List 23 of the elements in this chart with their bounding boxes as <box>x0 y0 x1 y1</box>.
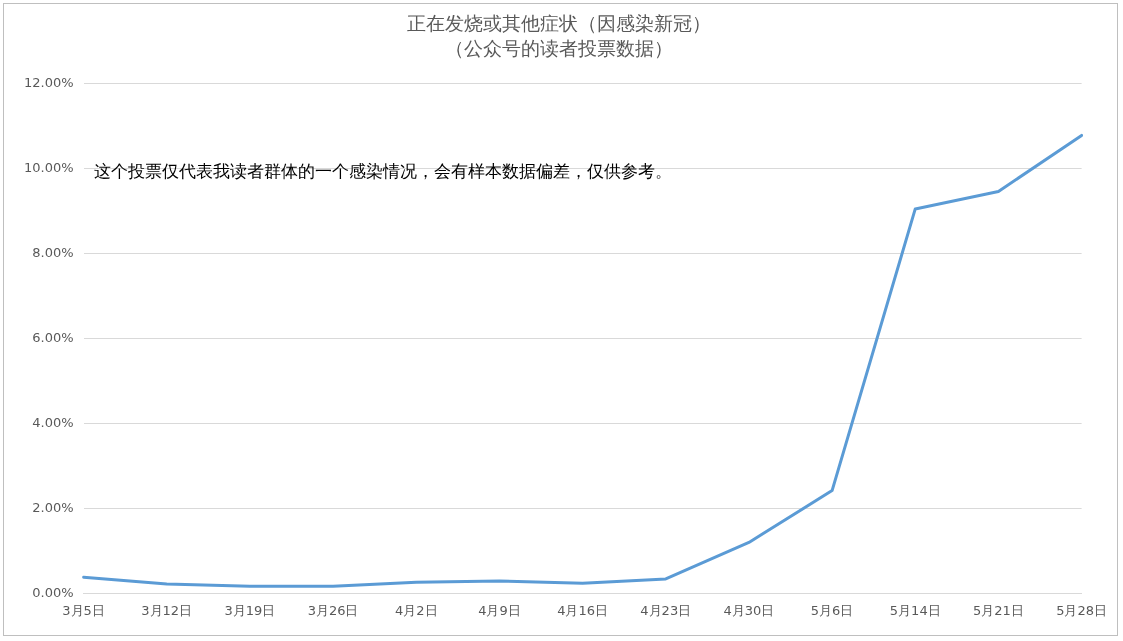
x-tick-label: 4月16日 <box>557 602 608 618</box>
y-tick-label: 0.00% <box>32 584 74 600</box>
x-tick-label: 5月14日 <box>889 602 941 618</box>
x-tick-label: 4月30日 <box>723 602 775 618</box>
y-tick-label: 10.00% <box>23 159 74 175</box>
x-tick-label: 4月2日 <box>394 602 438 618</box>
x-tick-label: 5月21日 <box>973 602 1024 618</box>
y-tick-label: 2.00% <box>32 499 74 515</box>
x-tick-label: 5月6日 <box>810 602 854 618</box>
x-tick-label: 3月12日 <box>141 602 193 618</box>
y-tick-label: 8.00% <box>32 244 74 260</box>
x-tick-label: 4月23日 <box>640 602 692 618</box>
y-tick-label: 6.00% <box>32 329 74 345</box>
x-tick-label: 3月5日 <box>62 602 105 618</box>
chart-title: 正在发烧或其他症状（因感染新冠） <box>406 12 711 35</box>
chart-subtitle: （公众号的读者投票数据） <box>444 37 673 60</box>
x-tick-label: 3月26日 <box>307 602 359 618</box>
x-tick-label: 3月19日 <box>224 602 276 618</box>
y-tick-label: 12.00% <box>23 74 74 90</box>
annotation: 这个投票仅代表我读者群体的一个感染情况，会有样本数据偏差，仅供参考。 <box>93 160 672 181</box>
y-tick-label: 4.00% <box>32 414 74 430</box>
x-tick-label: 5月28日 <box>1056 602 1108 618</box>
x-tick-label: 4月9日 <box>478 602 521 618</box>
